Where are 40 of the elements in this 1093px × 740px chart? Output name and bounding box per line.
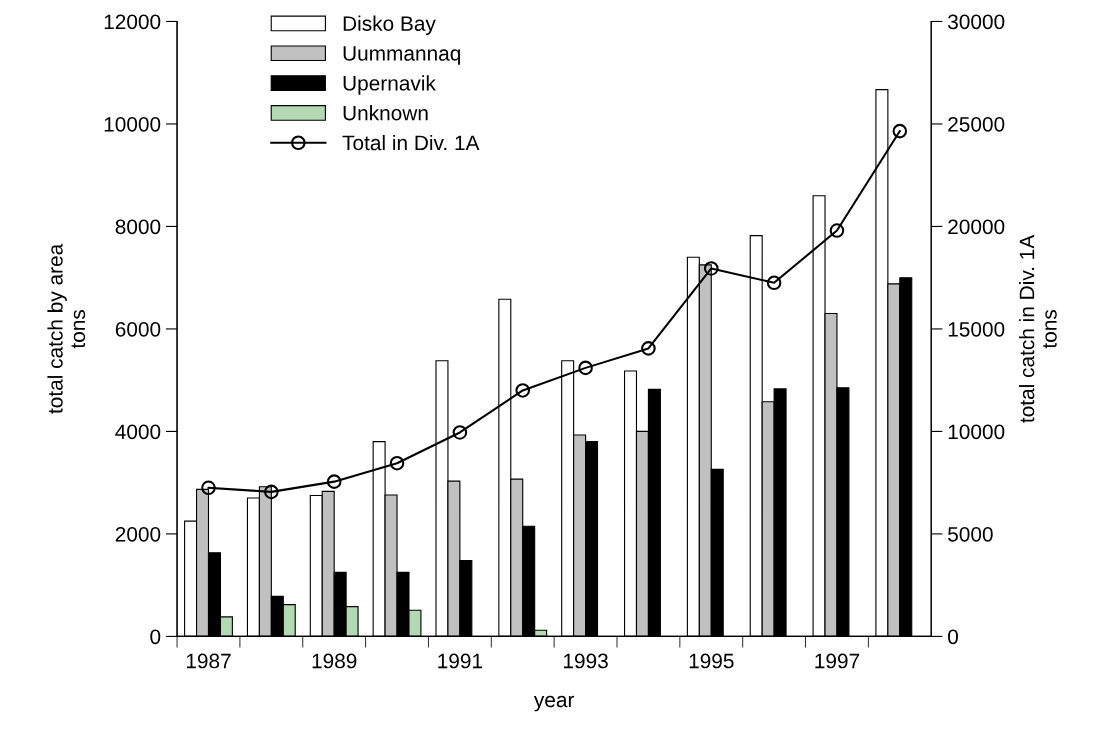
y-tick-label: 10000 — [104, 116, 161, 132]
point — [578, 360, 593, 376]
x-tick-label: 1995 — [689, 653, 734, 669]
y-tick-label: 12000 — [104, 14, 161, 30]
point — [892, 123, 908, 139]
y2-axis-title: total catch in Div. 1A tons — [1019, 234, 1057, 423]
x-tick-label: 1987 — [186, 653, 231, 669]
x-tick-label: 1997 — [815, 653, 860, 669]
y-tick-label: 8000 — [115, 219, 161, 235]
point — [452, 425, 468, 440]
y-axis-title: total catch by area tons — [47, 243, 86, 414]
point — [201, 480, 216, 496]
y-tick-label: 4000 — [115, 424, 161, 440]
legend-label: Unknown — [343, 105, 428, 121]
point — [515, 383, 531, 398]
point — [829, 223, 845, 238]
legend-label: Disko Bay — [343, 15, 436, 36]
y2-tick-label: 5000 — [948, 526, 993, 542]
x-tick-label: 1993 — [563, 653, 608, 669]
point — [389, 455, 405, 471]
y2-tick-label: 15000 — [948, 321, 1005, 337]
x-tick-label: 1989 — [312, 653, 357, 669]
point — [641, 341, 656, 356]
point — [703, 261, 719, 276]
legend-label: Upernavik — [343, 75, 436, 95]
x-tick-label: 1991 — [438, 653, 483, 669]
point — [326, 474, 342, 489]
y-tick-label: 6000 — [115, 321, 161, 337]
y2-tick-label: 0 — [948, 629, 958, 645]
y2-tick-label: 20000 — [948, 219, 1005, 235]
point — [264, 484, 279, 500]
y2-tick-label: 25000 — [948, 116, 1005, 132]
y2-tick-label: 30000 — [948, 14, 1005, 30]
x-axis-title: year — [533, 695, 575, 712]
y2-tick-label: 10000 — [948, 424, 1005, 440]
y-tick-label: 0 — [150, 629, 161, 645]
legend-label: Uummannaq — [343, 46, 461, 65]
legend-label: Total in Div. 1A — [342, 134, 480, 151]
point — [766, 275, 782, 291]
y-tick-label: 2000 — [115, 526, 161, 542]
